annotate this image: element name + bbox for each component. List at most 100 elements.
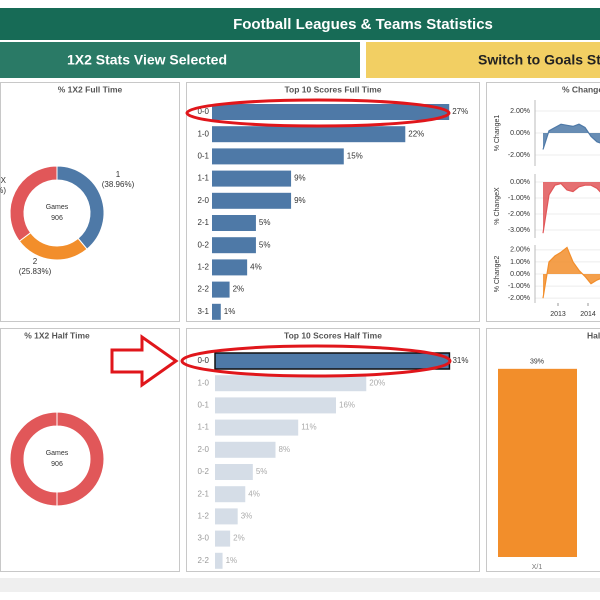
center-label: Games bbox=[46, 450, 69, 457]
bar bbox=[212, 259, 248, 276]
charts: % 1X2 Full Time 1(38.96%) 2(25.83%) X(35.21… bbox=[0, 84, 600, 571]
bar bbox=[215, 397, 336, 414]
x-tick-label: 2014 bbox=[580, 311, 596, 318]
segment-name: 1 bbox=[116, 170, 121, 179]
category-label: 1-2 bbox=[197, 512, 209, 521]
category-label: 2-0 bbox=[197, 196, 209, 205]
panel-title: % 1X2 Full Time bbox=[58, 84, 123, 94]
value-label: 1% bbox=[224, 307, 236, 316]
panel bbox=[0, 82, 180, 322]
stats-view-button[interactable] bbox=[0, 42, 360, 78]
y-tick-label: -2.00% bbox=[508, 152, 530, 159]
value-label: 5% bbox=[259, 240, 271, 249]
button-label[interactable]: 1X2 Stats View Selected bbox=[67, 52, 227, 68]
category-label: 1-0 bbox=[197, 129, 209, 138]
category-label: 1-1 bbox=[197, 174, 209, 183]
arrow bbox=[110, 334, 179, 388]
panel-content: Top 10 Scores Full Time 0-0 27% 1-0 22% 0-1 15… bbox=[197, 84, 468, 320]
value-label: 4% bbox=[248, 489, 260, 498]
value-label: 31% bbox=[452, 356, 468, 365]
value-label: 2% bbox=[233, 285, 245, 294]
value-label: 1% bbox=[226, 556, 238, 565]
bar bbox=[215, 552, 223, 569]
area bbox=[543, 247, 600, 299]
value-label: 9% bbox=[294, 196, 306, 205]
bar bbox=[215, 441, 276, 458]
y-tick-label: 0.00% bbox=[510, 271, 530, 278]
bar bbox=[212, 281, 230, 298]
category-label: 1-0 bbox=[197, 378, 209, 387]
panel-title: % Change bbox=[562, 84, 600, 94]
category-label: 0-0 bbox=[197, 356, 209, 365]
panel-title: % 1X2 Half Time bbox=[24, 330, 90, 340]
category-label: 2-2 bbox=[197, 285, 209, 294]
bar bbox=[215, 530, 231, 547]
value-label: 16% bbox=[339, 401, 355, 410]
value-label: 5% bbox=[259, 218, 271, 227]
area bbox=[543, 124, 600, 150]
bar bbox=[212, 148, 344, 165]
value-label: 15% bbox=[347, 152, 363, 161]
category-label: 2-1 bbox=[197, 489, 209, 498]
bar bbox=[215, 419, 299, 436]
value-label: 11% bbox=[301, 423, 316, 432]
bar bbox=[215, 375, 367, 392]
category-label: 0-1 bbox=[197, 152, 209, 161]
bar bbox=[498, 368, 577, 557]
y-tick-label: -1.00% bbox=[508, 195, 530, 202]
value-label: 5% bbox=[256, 467, 268, 476]
goals-view-button[interactable] bbox=[366, 42, 600, 78]
y-tick-label: 2.00% bbox=[510, 247, 530, 254]
bar bbox=[212, 303, 221, 320]
value-label: 39% bbox=[530, 359, 544, 366]
segment-label: (25.83%) bbox=[19, 267, 52, 276]
panel-content: % 1X2 Half Time Games 906 bbox=[9, 330, 105, 507]
y-tick-label: 0.00% bbox=[510, 130, 530, 137]
button-label[interactable]: Switch to Goals Statistics View bbox=[478, 52, 600, 68]
y-tick-label: -2.00% bbox=[508, 211, 530, 218]
donut-segment bbox=[9, 165, 58, 242]
title-bar bbox=[0, 8, 600, 40]
category-label: 0-0 bbox=[197, 107, 209, 116]
panel-title: Top 10 Scores Full Time bbox=[285, 84, 382, 94]
area-line bbox=[542, 182, 600, 234]
y-tick-label: 0.00% bbox=[510, 179, 530, 186]
category-label: 2-2 bbox=[197, 556, 209, 565]
area-line bbox=[542, 123, 600, 150]
series-name: % Change1 bbox=[494, 115, 501, 152]
value-label: 20% bbox=[369, 378, 385, 387]
x-tick-label: 2013 bbox=[550, 311, 566, 318]
value-label: 9% bbox=[294, 174, 306, 183]
category-label: 3-0 bbox=[197, 534, 209, 543]
center-value: 906 bbox=[51, 215, 63, 222]
value-label: 2% bbox=[233, 534, 245, 543]
area bbox=[543, 182, 600, 234]
panel-content: Half Time 39% X/1 bbox=[498, 330, 600, 571]
y-tick-label: 2.00% bbox=[510, 108, 530, 115]
segment-name: X bbox=[1, 176, 7, 185]
bar bbox=[215, 486, 246, 503]
segment-name: 2 bbox=[33, 257, 38, 266]
value-label: 22% bbox=[408, 129, 424, 138]
segment-label: (35.21%) bbox=[0, 186, 6, 195]
bar bbox=[212, 170, 292, 187]
bar bbox=[215, 464, 253, 480]
area-line bbox=[542, 246, 600, 299]
category-label: 0-2 bbox=[197, 467, 209, 476]
value-label: 4% bbox=[250, 263, 262, 272]
panel-content: Top 10 Scores Half Time 0-0 31% 1-0 20% 0-1 16… bbox=[197, 330, 468, 569]
segment-label: (38.96%) bbox=[102, 180, 135, 189]
footer-strip bbox=[0, 578, 600, 592]
category-label: 3-1 bbox=[197, 307, 209, 316]
panel-content: % 1X2 Full Time 1(38.96%) 2(25.83%) X(35.21… bbox=[0, 84, 135, 276]
bar bbox=[214, 352, 451, 370]
value-label: 3% bbox=[241, 512, 253, 521]
category-label: 2-0 bbox=[197, 445, 209, 454]
value-label: 27% bbox=[452, 107, 468, 116]
center-label: Games bbox=[46, 204, 69, 211]
category-label: 1-1 bbox=[197, 423, 209, 432]
bar bbox=[212, 104, 450, 120]
value-label: 8% bbox=[279, 445, 291, 454]
